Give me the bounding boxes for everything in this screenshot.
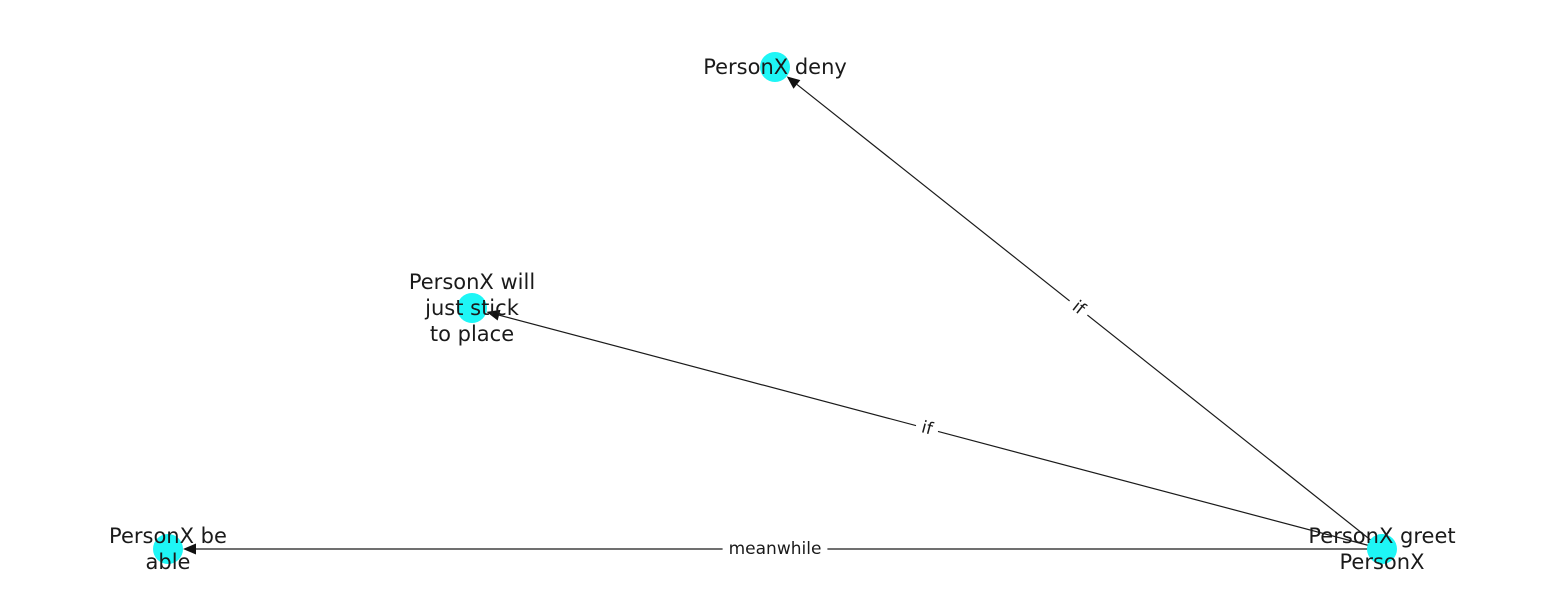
edge-label: meanwhile [729, 539, 822, 559]
node-label-greet: PersonX greet PersonX [1308, 524, 1455, 574]
edge-label-group: if [1063, 293, 1094, 323]
edge-label-group: meanwhile [722, 539, 828, 559]
node-label-stick: PersonX will just stick to place [409, 270, 535, 346]
node-deny [760, 52, 790, 82]
node-stick [457, 293, 487, 323]
node-label-line: to place [430, 322, 514, 346]
node-label-line: PersonX [1340, 550, 1425, 574]
node-greet [1367, 534, 1397, 564]
node-label-line: PersonX will [409, 270, 535, 294]
arrowhead-icon [486, 309, 501, 321]
node-label-able: PersonX be able [109, 524, 227, 574]
nodes-layer [153, 52, 1397, 564]
node-label-line: PersonX deny [703, 55, 847, 79]
edge-greet-to-able: meanwhile [183, 539, 1382, 559]
edge-label-group: if [913, 415, 941, 442]
edge-line [796, 83, 1383, 550]
node-label-line: just stick [424, 296, 520, 320]
node-labels-layer: PersonX greet PersonX PersonX deny PersonX … [109, 55, 1456, 574]
node-label-deny: PersonX deny [703, 55, 847, 79]
edge-greet-to-deny: if [786, 76, 1383, 550]
edge-label-background [1063, 293, 1094, 323]
arrowhead-icon [183, 543, 196, 555]
edge-line [498, 314, 1383, 550]
node-label-line: PersonX greet [1308, 524, 1455, 548]
edge-label-background [722, 539, 828, 559]
node-label-line: PersonX be [109, 524, 227, 548]
edges-layer: if if meanwhile [183, 76, 1383, 559]
node-label-line: able [146, 550, 191, 574]
edge-label-background [913, 415, 941, 442]
node-able [153, 534, 183, 564]
edge-greet-to-stick: if [486, 309, 1383, 550]
arrowhead-icon [786, 76, 801, 89]
